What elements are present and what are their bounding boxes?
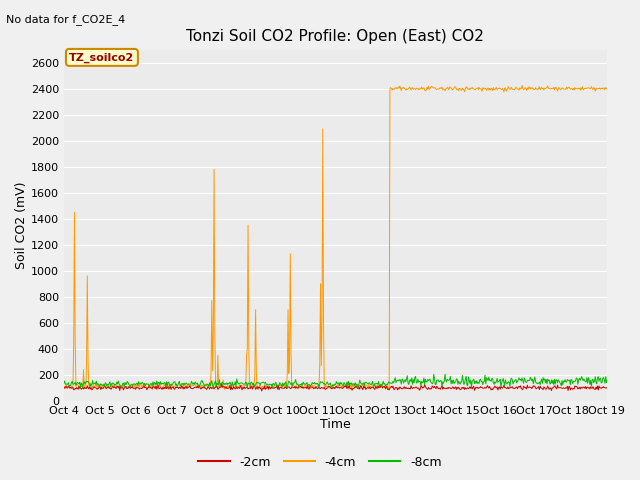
Text: No data for f_CO2E_4: No data for f_CO2E_4 bbox=[6, 14, 125, 25]
Text: TZ_soilco2: TZ_soilco2 bbox=[69, 52, 134, 62]
Title: Tonzi Soil CO2 Profile: Open (East) CO2: Tonzi Soil CO2 Profile: Open (East) CO2 bbox=[186, 29, 484, 44]
Y-axis label: Soil CO2 (mV): Soil CO2 (mV) bbox=[15, 181, 28, 269]
Legend: -2cm, -4cm, -8cm: -2cm, -4cm, -8cm bbox=[193, 451, 447, 474]
X-axis label: Time: Time bbox=[320, 419, 351, 432]
